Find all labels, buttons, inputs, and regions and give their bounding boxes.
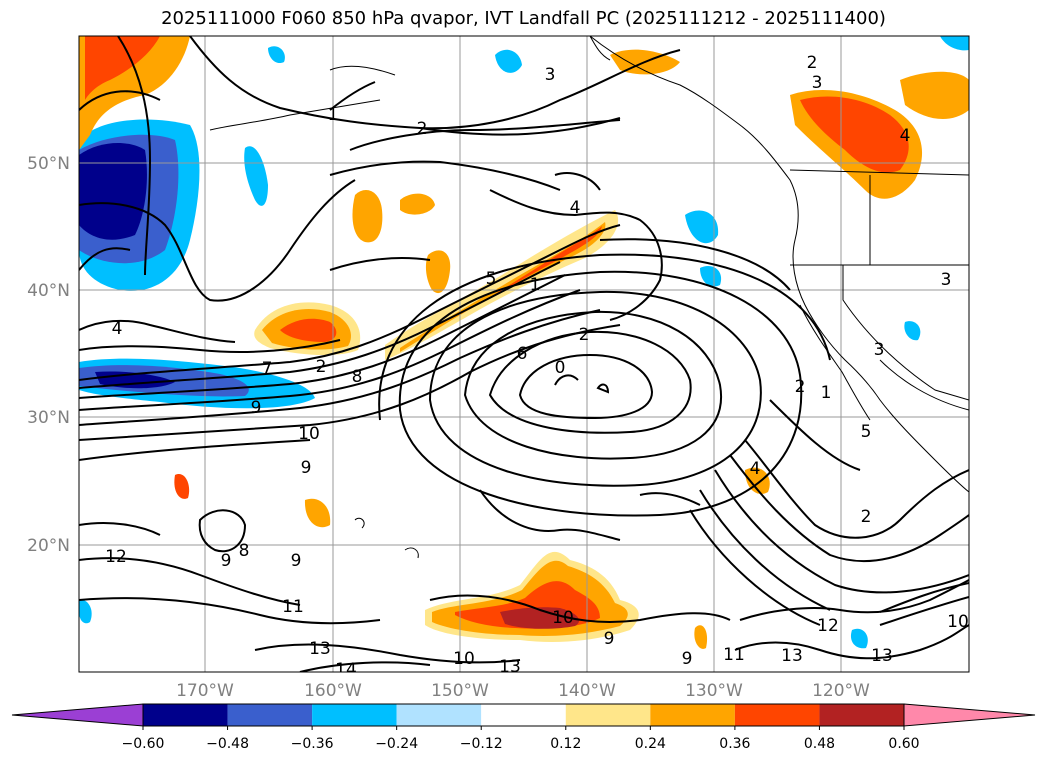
colorbar-segment <box>312 704 397 726</box>
lat-label: 30°N <box>27 408 70 428</box>
colorbar-tick-label: 0.60 <box>888 736 919 752</box>
contour-label: 13 <box>309 639 331 659</box>
contour-label: 13 <box>781 646 803 666</box>
contour-label: 1 <box>821 383 832 403</box>
contour-label: 9 <box>251 398 262 418</box>
colorbar-segment <box>650 704 735 726</box>
colorbar-tick-label: −0.24 <box>375 736 418 752</box>
colorbar-tick-label: 0.24 <box>635 736 666 752</box>
graticule <box>79 36 969 672</box>
colorbar-segment <box>819 704 904 726</box>
colorbar-tick-label: 0.36 <box>719 736 750 752</box>
contour-label: 3 <box>812 73 823 93</box>
contour-label: 9 <box>301 458 312 478</box>
contour-label: 2 <box>316 357 327 377</box>
lon-label: 160°W <box>304 681 362 701</box>
contour-label: 5 <box>486 269 497 289</box>
contour-label: 2 <box>807 53 818 73</box>
map-title: 2025111000 F060 850 hPa qvapor, IVT Land… <box>161 8 886 29</box>
contour-label: 0 <box>555 358 566 378</box>
map-plot-area: 2 3 1 2 3 4 5 1 4 4 7 2 6 0 2 9 10 8 2 1… <box>79 36 969 680</box>
ivt-contours <box>79 36 969 672</box>
contour-label: 8 <box>239 541 250 561</box>
contour-label: 4 <box>112 319 123 339</box>
lon-label: 130°W <box>685 681 743 701</box>
contour-label: 6 <box>517 344 528 364</box>
colorbar-segment <box>734 704 820 726</box>
colorbar-segment <box>565 704 651 726</box>
contour-label: 12 <box>105 547 127 567</box>
colorbar-tick-label: −0.12 <box>460 736 503 752</box>
contour-label: 11 <box>723 645 745 665</box>
map-frame <box>78 35 970 673</box>
contour-label: 10 <box>947 612 969 632</box>
contour-label: 8 <box>352 367 363 387</box>
colorbar-tick-label: −0.48 <box>206 736 249 752</box>
contour-label: 13 <box>871 646 893 666</box>
contour-label: 1 <box>328 105 339 125</box>
colorbar-ticks: −0.60 −0.48 −0.36 −0.24 −0.12 0.12 0.24 0.36 0.4… <box>122 726 920 752</box>
colorbar-tick-label: −0.36 <box>291 736 334 752</box>
contour-label: 3 <box>941 270 952 290</box>
contour-label: 9 <box>604 629 615 649</box>
contour-label: 11 <box>282 597 304 617</box>
contour-label: 4 <box>900 126 911 146</box>
contour-label: 10 <box>298 424 320 444</box>
lat-label: 20°N <box>27 536 70 556</box>
contour-label: 2 <box>417 119 428 139</box>
contour-label: 3 <box>545 65 556 85</box>
colorbar-tick-label: 0.12 <box>550 736 581 752</box>
contour-label: 13 <box>499 657 521 677</box>
contour-label: 9 <box>682 649 693 669</box>
contour-label-layer: 2 3 1 2 3 4 5 1 4 4 7 2 6 0 2 9 10 8 2 1… <box>105 53 969 680</box>
lon-labels: 170°W 160°W 150°W 140°W 130°W 120°W <box>176 681 870 701</box>
lon-label: 140°W <box>558 681 616 701</box>
colorbar-tick-label: −0.60 <box>122 736 165 752</box>
contour-label: 2 <box>579 325 590 345</box>
colorbar-tick-label: 0.48 <box>804 736 835 752</box>
contour-label: 10 <box>453 649 475 669</box>
contour-label: 4 <box>750 459 761 479</box>
coastlines <box>209 36 969 559</box>
contour-label: 2 <box>861 507 872 527</box>
colorbar-extend-low <box>11 703 144 727</box>
lat-label: 50°N <box>27 154 70 174</box>
colorbar-segment <box>481 704 566 726</box>
contour-label: 9 <box>291 551 302 571</box>
lat-labels: 50°N 40°N 30°N 20°N <box>27 154 70 556</box>
lon-label: 120°W <box>812 681 870 701</box>
colorbar-extend-high <box>903 703 1036 727</box>
colorbar-segment <box>227 704 313 726</box>
colorbar-outline <box>142 703 905 727</box>
colorbar-segment <box>143 704 228 726</box>
colorbar-segment <box>396 704 482 726</box>
lon-label: 150°W <box>431 681 489 701</box>
contour-label: 2 <box>795 377 806 397</box>
contour-label: 4 <box>570 198 581 218</box>
contour-label: 9 <box>221 551 232 571</box>
contour-label: 1 <box>530 275 541 295</box>
contour-label: 10 <box>552 608 574 628</box>
contour-label: 5 <box>861 422 872 442</box>
contour-label: 12 <box>817 616 839 636</box>
lat-label: 40°N <box>27 281 70 301</box>
colorbar <box>11 703 1036 727</box>
contour-label: 7 <box>262 359 273 379</box>
contour-label: 14 <box>335 660 357 680</box>
lon-label: 170°W <box>176 681 234 701</box>
contour-label: 3 <box>874 340 885 360</box>
